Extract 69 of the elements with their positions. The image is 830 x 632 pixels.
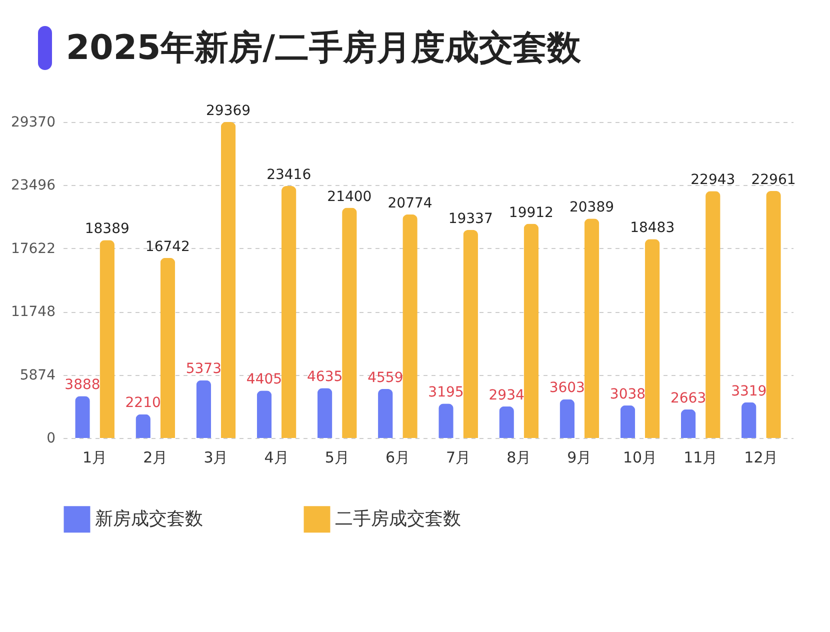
data-label: 4405	[246, 372, 282, 388]
bar	[342, 208, 357, 438]
data-label: 20389	[569, 200, 614, 216]
data-label: 2663	[670, 390, 706, 406]
y-tick-label: 11748	[10, 304, 56, 320]
data-label: 16742	[145, 238, 190, 255]
bar	[402, 214, 418, 438]
data-label: 20774	[388, 195, 432, 212]
data-label: 3603	[549, 380, 585, 396]
y-tick-label: 29370	[10, 114, 56, 130]
data-label: 4635	[307, 369, 343, 386]
data-label: 3888	[64, 377, 100, 394]
bar	[499, 406, 514, 438]
data-label: 29369	[206, 103, 251, 120]
x-tick-label: 6月	[385, 448, 410, 466]
x-tick-label: 5月	[324, 448, 350, 466]
bar	[160, 258, 176, 438]
chart-title: 2025年新房/二手房月度成交套数	[66, 27, 582, 70]
y-tick-label: 17622	[10, 240, 56, 257]
data-label: 23416	[266, 167, 312, 184]
bar	[438, 404, 454, 438]
data-label: 18389	[84, 221, 130, 238]
x-tick-label: 4月	[264, 448, 289, 466]
legend-label: 二手房成交套数	[335, 508, 461, 530]
data-label: 21400	[327, 188, 372, 205]
x-tick-label: 1月	[82, 448, 108, 466]
data-label: 19912	[508, 204, 554, 221]
data-label: 3195	[428, 384, 464, 401]
bar	[220, 122, 236, 438]
bar	[742, 402, 756, 438]
y-tick-label: 5874	[20, 367, 56, 384]
bar	[317, 388, 332, 438]
data-label: 5373	[186, 361, 222, 378]
bar	[584, 218, 600, 438]
bar	[75, 396, 90, 438]
data-label: 22961	[751, 172, 796, 188]
bar	[524, 224, 539, 438]
data-label: 3038	[610, 386, 646, 402]
x-tick-label: 10月	[622, 448, 658, 466]
y-tick-label: 0	[46, 430, 56, 446]
bar	[620, 405, 636, 438]
x-tick-label: 3月	[204, 448, 228, 466]
bar	[766, 190, 781, 438]
data-label: 19337	[448, 210, 493, 227]
bar	[100, 240, 114, 438]
x-tick-label: 9月	[567, 448, 592, 466]
bar	[196, 380, 212, 438]
x-tick-label: 8月	[506, 448, 532, 466]
data-label: 22943	[690, 172, 736, 188]
bar	[680, 409, 696, 438]
y-tick-label: 23496	[10, 178, 56, 194]
data-label: 2210	[125, 395, 161, 412]
x-tick-label: 12月	[744, 448, 778, 466]
data-label: 4559	[368, 370, 404, 386]
x-tick-label: 11月	[684, 448, 718, 466]
bar	[644, 239, 660, 438]
x-tick-label: 7月	[446, 448, 471, 466]
bar	[706, 191, 720, 438]
data-label: 18483	[630, 220, 675, 236]
data-label: 3319	[731, 383, 767, 400]
bar	[463, 230, 478, 438]
data-label: 2934	[488, 387, 524, 404]
x-tick-label: 2月	[143, 448, 168, 466]
bar	[136, 414, 150, 438]
bar	[281, 186, 296, 438]
bar	[378, 388, 393, 438]
bar	[560, 399, 575, 438]
legend-label: 新房成交套数	[95, 508, 203, 530]
bar	[256, 390, 272, 438]
